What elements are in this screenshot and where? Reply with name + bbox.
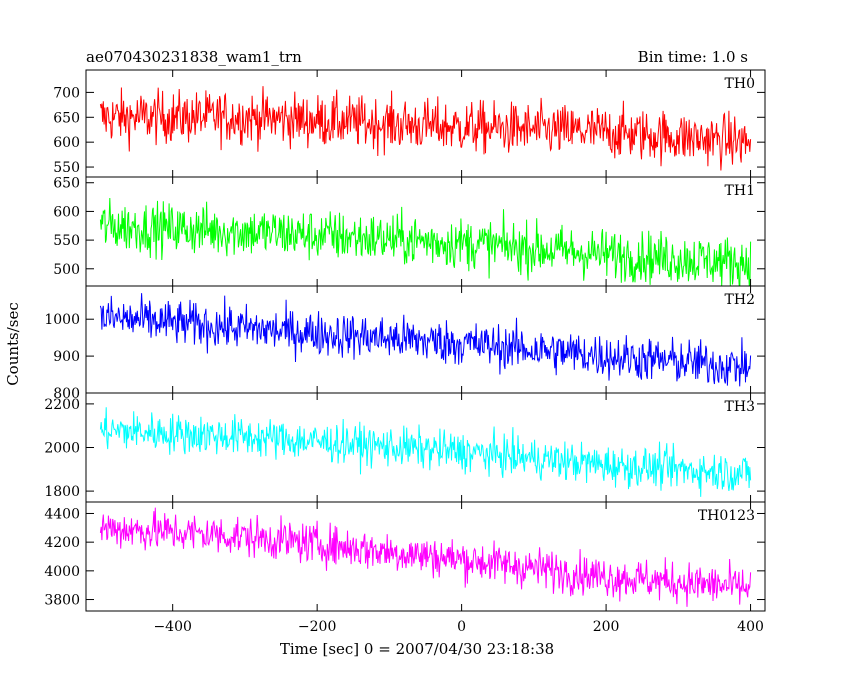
y-tick-label: 600	[53, 204, 80, 220]
series-line-th0	[99, 86, 752, 171]
y-tick-label: 2000	[44, 441, 80, 457]
x-tick-label: 400	[737, 619, 764, 635]
panel-label: TH0	[725, 76, 755, 92]
y-tick-label: 550	[53, 233, 80, 249]
y-tick-label: 1800	[44, 484, 80, 500]
panel-label: TH1	[725, 183, 755, 199]
y-tick-label: 2200	[44, 397, 80, 413]
x-tick-label: −400	[153, 619, 191, 635]
y-tick-label: 550	[53, 160, 80, 176]
y-tick-label: 600	[53, 135, 80, 151]
y-tick-label: 4000	[44, 564, 80, 580]
y-tick-label: 800	[53, 386, 80, 402]
x-tick-label: 0	[457, 619, 466, 635]
y-tick-label: 1000	[44, 312, 80, 328]
bin-time-label: Bin time: 1.0 s	[638, 48, 748, 66]
panel-label: TH3	[725, 399, 755, 415]
x-axis: −400 −200 0 200 400	[153, 619, 763, 635]
y-tick-label: 900	[53, 349, 80, 365]
y-tick-label: 650	[53, 110, 80, 126]
panel-th3: 1800 2000 2200 TH3	[44, 392, 766, 503]
y-tick-label: 500	[53, 262, 80, 278]
y-tick-label: 3800	[44, 593, 80, 609]
y-tick-label: 700	[53, 85, 80, 101]
panel-th2: 800 900 1000 TH2	[44, 285, 766, 402]
chart-title: ae070430231838_wam1_trn	[86, 48, 302, 66]
x-tick-label: 200	[593, 619, 620, 635]
series-line-th0123	[99, 507, 752, 607]
y-tick-label: 4200	[44, 535, 80, 551]
panel-label: TH2	[725, 292, 755, 308]
y-tick-label: 4400	[44, 506, 80, 522]
panels-group: 550 600 650 700 TH0 500 550 600 650 TH1 800 900 1000…	[44, 69, 766, 612]
series-line-th1	[99, 197, 752, 286]
panel-th1: 500 550 600 650 TH1	[53, 176, 766, 287]
panel-th0: 550 600 650 700 TH0	[53, 69, 766, 178]
panel-frame	[85, 501, 766, 612]
x-axis-label: Time [sec] 0 = 2007/04/30 23:18:38	[280, 640, 554, 658]
x-tick-label: −200	[298, 619, 336, 635]
y-tick-label: 650	[53, 176, 80, 192]
panel-th0123: 3800 4000 4200 4400 TH0123	[44, 501, 766, 612]
panel-label: TH0123	[698, 508, 755, 524]
series-line-th2	[99, 293, 752, 387]
series-line-th3	[99, 407, 752, 497]
y-axis-label: Counts/sec	[4, 302, 22, 386]
